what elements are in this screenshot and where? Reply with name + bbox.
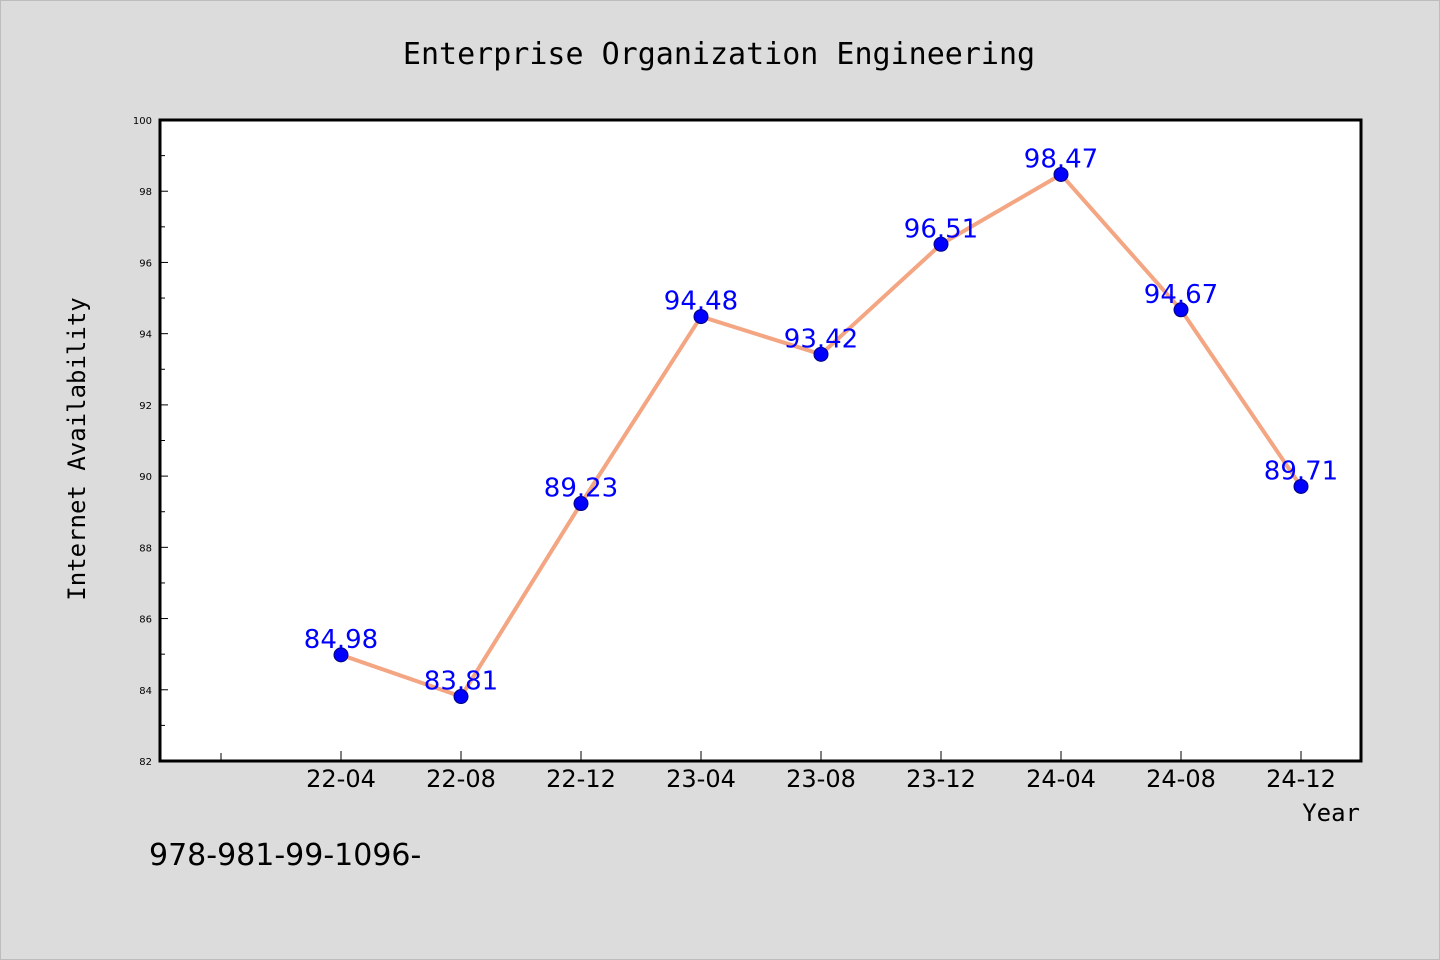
data-label: 89.71 xyxy=(1264,456,1338,486)
data-point xyxy=(693,309,709,325)
x-tick-label: 24-12 xyxy=(1266,765,1336,793)
x-tick-label: 23-12 xyxy=(906,765,976,793)
x-tick-label: 23-08 xyxy=(786,765,856,793)
data-label: 98.47 xyxy=(1024,144,1098,174)
data-point xyxy=(573,496,589,512)
data-point xyxy=(1173,302,1189,318)
y-axis-title: Internet Availability xyxy=(63,297,91,600)
data-label: 89.23 xyxy=(544,474,618,504)
axis-ticks xyxy=(160,119,1302,762)
y-tick-labels: 82 84 86 88 90 92 94 96 98 100 xyxy=(133,116,152,768)
data-point xyxy=(1293,478,1309,494)
x-tick-label: 22-04 xyxy=(306,765,376,793)
data-point xyxy=(453,689,469,705)
plot-area xyxy=(158,118,1363,763)
x-tick-label: 22-08 xyxy=(426,765,496,793)
y-tick-label: 82 xyxy=(139,757,152,768)
data-label: 96.51 xyxy=(904,214,978,244)
y-tick-label: 98 xyxy=(139,187,152,198)
data-label: 94.48 xyxy=(664,287,738,317)
y-tick-label: 90 xyxy=(139,472,152,483)
data-point xyxy=(1053,166,1069,182)
footnote: 978-981-99-1096- xyxy=(149,838,421,873)
y-tick-label: 88 xyxy=(139,543,152,554)
data-label: 93.42 xyxy=(784,324,858,354)
x-tick-label: 24-04 xyxy=(1026,765,1096,793)
y-tick-label: 86 xyxy=(139,615,152,626)
data-labels: 84.98 83.81 89.23 94.48 93.42 96.51 98.47 94.67… xyxy=(304,144,1338,696)
chart-title: Enterprise Organization Engineering xyxy=(403,37,1035,72)
data-markers xyxy=(333,166,1309,705)
x-tick-label: 24-08 xyxy=(1146,765,1216,793)
data-point xyxy=(933,236,949,252)
x-tick-labels: 22-04 22-08 22-12 23-04 23-08 23-12 24-04 24-08… xyxy=(306,765,1336,793)
data-point xyxy=(813,346,829,362)
y-tick-label: 92 xyxy=(139,401,152,412)
x-tick-label: 22-12 xyxy=(546,765,616,793)
y-tick-label: 100 xyxy=(133,116,152,127)
data-label: 83.81 xyxy=(424,667,498,697)
y-tick-label: 94 xyxy=(139,330,152,341)
data-point xyxy=(333,647,349,663)
y-tick-label: 96 xyxy=(139,258,152,269)
data-label: 84.98 xyxy=(304,625,378,655)
y-tick-label: 84 xyxy=(139,686,152,697)
x-axis-title: Year xyxy=(1302,799,1360,827)
data-label: 94.67 xyxy=(1144,280,1218,310)
x-tick-label: 23-04 xyxy=(666,765,736,793)
